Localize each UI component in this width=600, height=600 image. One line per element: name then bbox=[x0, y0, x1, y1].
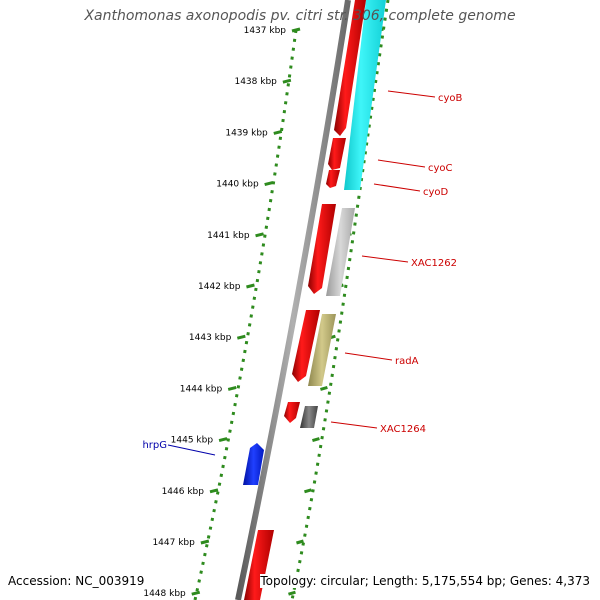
ruler-tick bbox=[227, 385, 237, 391]
ruler-tick bbox=[291, 27, 301, 33]
genome-title: Xanthomonas axonopodis pv. citri str. 30… bbox=[84, 8, 516, 24]
gene-downstream[interactable] bbox=[244, 530, 274, 600]
accession-text: Accession: NC_003919 bbox=[8, 574, 145, 588]
leader-line-cyod bbox=[373, 183, 421, 192]
ruler-inner-arc bbox=[193, 29, 298, 600]
ruler-tick bbox=[209, 488, 219, 494]
ruler-tick bbox=[255, 232, 264, 238]
gene-hrpG[interactable] bbox=[243, 443, 264, 485]
leader-line-rada bbox=[344, 352, 393, 361]
gene-label-cyob[interactable]: cyoB bbox=[438, 93, 463, 104]
ruler-tick-outer bbox=[319, 385, 328, 391]
genome-backbone bbox=[235, 0, 351, 600]
leader-line-cyob bbox=[387, 90, 436, 98]
leader-line-xac1262 bbox=[361, 255, 409, 263]
ruler-tick-label: 1441 kbp bbox=[207, 231, 250, 241]
gene-label-rada[interactable]: radA bbox=[395, 356, 419, 367]
ruler-tick bbox=[264, 181, 274, 187]
ruler-tick-outer bbox=[288, 590, 296, 596]
ruler-tick bbox=[200, 539, 210, 545]
ruler-tick bbox=[191, 590, 201, 596]
ruler-tick-label: 1439 kbp bbox=[225, 128, 268, 138]
cyo-operon-feature[interactable] bbox=[344, 0, 386, 190]
ruler-tick-label: 1447 kbp bbox=[152, 538, 195, 548]
gene-XAC1264[interactable] bbox=[284, 402, 300, 423]
ruler-tick bbox=[236, 334, 246, 340]
ruler-tick-label: 1440 kbp bbox=[216, 180, 259, 190]
feature-radA[interactable] bbox=[308, 314, 336, 386]
ruler-tick bbox=[273, 129, 283, 135]
gene-cyoB[interactable] bbox=[334, 0, 366, 136]
feature-XAC1264[interactable] bbox=[300, 406, 318, 428]
ruler-tick-label: 1437 kbp bbox=[244, 26, 287, 36]
ruler-tick bbox=[282, 78, 292, 84]
gene-features bbox=[243, 0, 386, 600]
gene-labels: cyoB cyoC cyoD XAC1262 radA XAC1264 hrpG bbox=[142, 90, 463, 456]
gene-cyoC[interactable] bbox=[328, 138, 346, 170]
ruler-tick-outer bbox=[312, 437, 320, 443]
gene-XAC1262[interactable] bbox=[308, 204, 336, 294]
ruler-tick-label: 1445 kbp bbox=[171, 436, 214, 446]
gene-label-cyod[interactable]: cyoD bbox=[423, 187, 449, 198]
leader-line-hrpg bbox=[167, 444, 216, 456]
ruler-tick-outer bbox=[296, 539, 304, 545]
ruler-tick-label: 1446 kbp bbox=[162, 487, 205, 497]
ruler-tick-label: 1443 kbp bbox=[189, 333, 232, 343]
ruler-tick-label: 1438 kbp bbox=[234, 77, 277, 87]
genome-summary: Topology: circular; Length: 5,175,554 bp… bbox=[260, 574, 590, 588]
ruler-tick-label: 1448 kbp bbox=[143, 589, 186, 599]
feature-XAC1262[interactable] bbox=[326, 208, 355, 296]
gene-cyoD[interactable] bbox=[326, 170, 340, 188]
leader-line-cyoc bbox=[377, 159, 426, 168]
ruler-tick-outer bbox=[304, 488, 312, 494]
gene-label-hrpg[interactable]: hrpG bbox=[142, 440, 167, 451]
gene-label-cyoc[interactable]: cyoC bbox=[428, 163, 453, 174]
ruler-tick bbox=[218, 437, 228, 443]
ruler-tick-label: 1444 kbp bbox=[180, 384, 223, 394]
gene-label-xac1264[interactable]: XAC1264 bbox=[380, 424, 426, 435]
gene-radA[interactable] bbox=[292, 310, 320, 382]
ruler-tick bbox=[246, 283, 255, 289]
ruler-tick-label: 1442 kbp bbox=[198, 282, 241, 292]
gene-label-xac1262[interactable]: XAC1262 bbox=[411, 258, 457, 269]
leader-line-xac1264 bbox=[330, 421, 378, 429]
